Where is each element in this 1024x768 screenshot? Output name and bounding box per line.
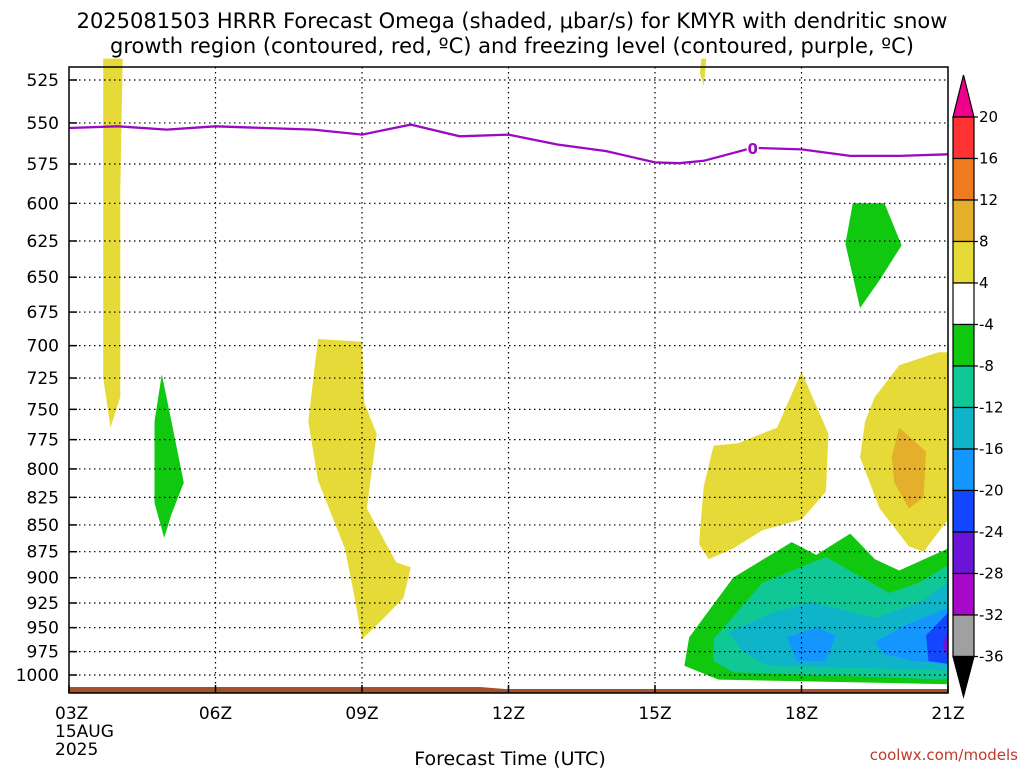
y-tick-label-950: 950: [27, 619, 59, 639]
omega-region-deepblue-0: [926, 612, 948, 664]
colorbar-label-12: 12: [979, 191, 998, 209]
freezing-level-line: [68, 123, 949, 165]
y-tick-label-700: 700: [27, 337, 59, 357]
colorbar-bin-4: [952, 240, 975, 284]
omega-region-orange-0: [891, 427, 926, 509]
colorbar-label--12: -12: [979, 399, 1004, 417]
colorbar-bin-6: [952, 323, 975, 367]
omega-region-purple-0: [943, 632, 948, 655]
x-tick-label-15Z: 15Z: [638, 704, 671, 724]
omega-region-blue-0: [786, 627, 836, 661]
y-tick-label-850: 850: [27, 516, 59, 536]
colorbar-label--36: -36: [979, 648, 1004, 666]
colorbar-bin-3: [952, 199, 975, 243]
y-tick-label-875: 875: [27, 543, 59, 563]
x-tick-label-21Z: 21Z: [931, 704, 964, 724]
y-tick-label-650: 650: [27, 268, 59, 288]
y-tick-label-825: 825: [27, 488, 59, 508]
colorbar-bin-11: [952, 531, 975, 575]
colorbar-bin-8: [952, 406, 975, 450]
x-tick-label-09Z: 09Z: [345, 704, 378, 724]
colorbar-bin-12: [952, 572, 975, 616]
colorbar-label-4: 4: [979, 274, 989, 292]
omega-region-yellow-3: [699, 371, 829, 560]
colorbar-bin-1: [952, 116, 975, 160]
colorbar-label-8: 8: [979, 233, 989, 251]
y-tick-label-600: 600: [27, 194, 59, 214]
colorbar-cap-top: [952, 74, 975, 118]
y-tick-label-675: 675: [27, 303, 59, 323]
y-tick-label-625: 625: [27, 232, 59, 252]
chart-title-line-1: growth region (contoured, red, ºC) and f…: [110, 34, 914, 58]
colorbar-bin-7: [952, 365, 975, 409]
omega-region-yellow-2: [308, 339, 411, 640]
y-tick-label-775: 775: [27, 431, 59, 451]
colorbar-bin-9: [952, 448, 975, 492]
x-axis-label: Forecast Time (UTC): [414, 748, 605, 768]
colorbar: 20 16 12 8 4 -4 -8 -12 -16 -20 -24 -28 -32 -36: [952, 74, 1004, 699]
y-tick-label-975: 975: [27, 643, 59, 663]
x-date-label-1: 2025: [55, 740, 98, 760]
colorbar-label-16: 16: [979, 150, 998, 168]
freezing-level-contour-label: 0: [747, 140, 757, 158]
x-tick-label-12Z: 12Z: [492, 704, 525, 724]
colorbar-bin-5: [952, 282, 975, 326]
y-tick-label-800: 800: [27, 460, 59, 480]
colorbar-bin-10: [952, 489, 975, 533]
x-date-label-0: 15AUG: [55, 722, 114, 742]
y-tick-label-750: 750: [27, 400, 59, 420]
omega-region-yellow-0: [103, 58, 123, 428]
omega-region-green-0: [154, 374, 184, 538]
omega-region-yellow-1: [699, 58, 707, 86]
colorbar-label--28: -28: [979, 565, 1004, 583]
omega-region-green-1: [845, 203, 902, 308]
colorbar-label--20: -20: [979, 482, 1004, 500]
chart-title-line-0: 2025081503 HRRR Forecast Omega (shaded, …: [77, 9, 948, 33]
colorbar-label--32: -32: [979, 606, 1004, 624]
colorbar-bin-13: [952, 614, 975, 658]
colorbar-label--8: -8: [979, 357, 994, 375]
credit-text: coolwx.com/models: [870, 746, 1018, 764]
y-tick-label-900: 900: [27, 569, 59, 589]
colorbar-cap-bottom: [952, 655, 975, 699]
y-tick-label-1000: 1000: [16, 666, 59, 686]
x-tick-label-18Z: 18Z: [785, 704, 818, 724]
x-tick-label-03Z: 03Z: [55, 704, 88, 724]
colorbar-label--24: -24: [979, 523, 1004, 541]
colorbar-label-20: 20: [979, 108, 998, 126]
y-tick-label-925: 925: [27, 594, 59, 614]
colorbar-label--4: -4: [979, 316, 994, 334]
colorbar-bin-2: [952, 157, 975, 201]
y-tick-label-575: 575: [27, 155, 59, 175]
y-tick-label-725: 725: [27, 369, 59, 389]
freezing-level-label-bg: [746, 139, 759, 156]
y-tick-label-525: 525: [27, 71, 59, 91]
y-tick-label-550: 550: [27, 114, 59, 134]
x-tick-label-06Z: 06Z: [199, 704, 232, 724]
colorbar-label--16: -16: [979, 440, 1004, 458]
